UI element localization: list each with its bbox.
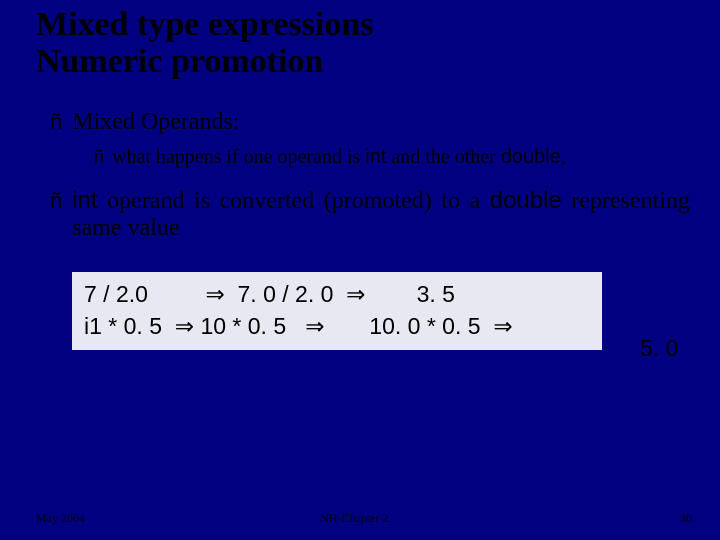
bullet-int-promoted: ñ int operand is converted (promoted) to…: [50, 187, 690, 242]
bullet-text: Mixed Operands:: [72, 109, 690, 136]
code-example-box: 7 / 2.0 ⇒ 7. 0 / 2. 0 ⇒ 3. 5 i1 * 0. 5 ⇒…: [72, 272, 602, 350]
keyword-int: int: [365, 146, 386, 168]
footer-chapter: NH-Chapter 2: [320, 511, 388, 526]
text-fragment: operand is converted (promoted) to a: [98, 188, 490, 214]
bullet-arrow-icon: ñ: [50, 188, 62, 214]
bullet-arrow-icon: ñ: [94, 147, 104, 168]
slide-body: ñ Mixed Operands: ñ what happens if one …: [0, 81, 720, 350]
code-overflow-value: 5. 0: [640, 335, 678, 362]
bullet-text: int operand is converted (promoted) to a…: [72, 187, 690, 242]
keyword-double: double: [501, 146, 561, 168]
slide-title: Mixed type expressions Numeric promotion: [0, 0, 720, 81]
text-fragment: ,: [561, 146, 566, 168]
sub-bullet-text: what happens if one operand is int and t…: [112, 146, 566, 169]
title-line-2: Numeric promotion: [36, 43, 720, 80]
bullet-arrow-icon: ñ: [50, 109, 62, 135]
code-row-2: i1 * 0. 5 ⇒ 10 * 0. 5 ⇒ 10. 0 * 0. 5 ⇒: [84, 310, 590, 342]
text-fragment: and the other: [386, 146, 500, 168]
keyword-double: double: [490, 187, 562, 214]
keyword-int: int: [72, 187, 97, 214]
footer-page-number: 30: [680, 511, 692, 526]
title-line-1: Mixed type expressions: [36, 6, 720, 43]
text-fragment: what happens if one operand is: [112, 146, 365, 168]
footer-date: May 2004: [36, 511, 85, 526]
sub-bullet-what-happens: ñ what happens if one operand is int and…: [94, 146, 690, 169]
code-row-1: 7 / 2.0 ⇒ 7. 0 / 2. 0 ⇒ 3. 5: [84, 278, 590, 310]
bullet-mixed-operands: ñ Mixed Operands:: [50, 109, 690, 136]
